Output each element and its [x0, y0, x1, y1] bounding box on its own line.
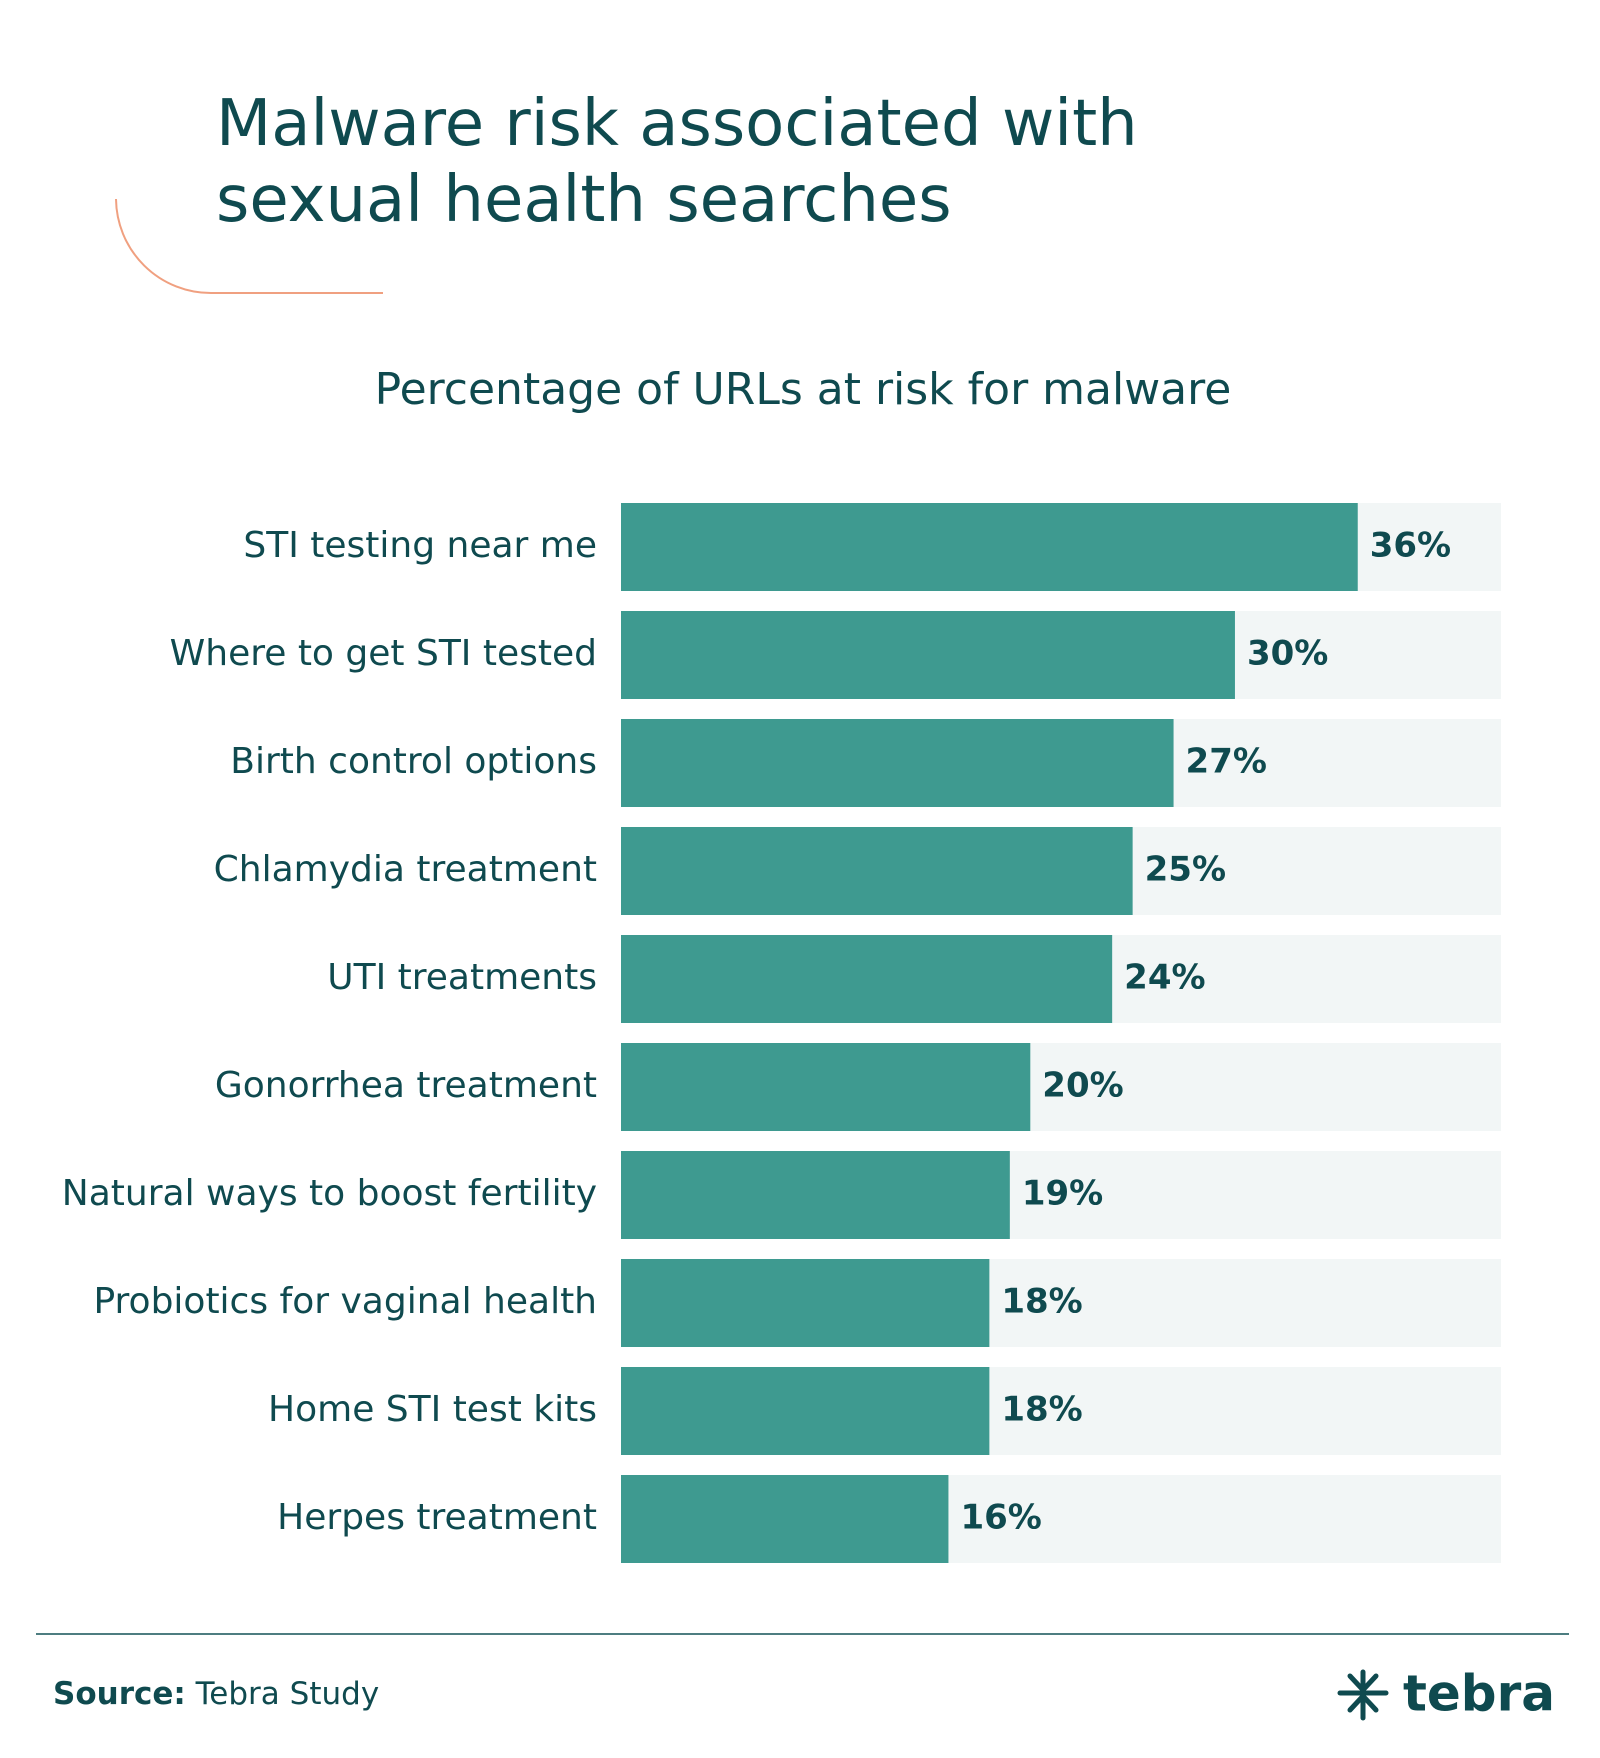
y-tick-label: Chlamydia treatment	[214, 849, 597, 890]
bar	[621, 719, 1174, 807]
logo-text: tebra	[1403, 1665, 1555, 1723]
data-label: 36%	[1370, 526, 1451, 566]
bar	[621, 1043, 1031, 1131]
bar	[621, 1259, 990, 1347]
logo: tebra	[1337, 1665, 1555, 1723]
data-label: 24%	[1124, 958, 1205, 998]
data-label: 25%	[1145, 850, 1226, 890]
y-tick-label: UTI treatments	[327, 957, 597, 998]
chart-title: Malware risk associated with sexual heal…	[216, 87, 1138, 237]
data-label: 18%	[1001, 1390, 1082, 1430]
bar	[621, 1367, 990, 1455]
data-label: 27%	[1186, 742, 1267, 782]
data-label: 18%	[1001, 1282, 1082, 1322]
bar	[621, 1475, 949, 1563]
y-tick-label: STI testing near me	[243, 525, 597, 566]
data-label: 16%	[960, 1498, 1041, 1538]
decor-arc	[115, 198, 383, 294]
chart-subtitle: Percentage of URLs at risk for malware	[375, 364, 1232, 415]
bar	[621, 611, 1235, 699]
y-tick-label: Herpes treatment	[277, 1497, 597, 1538]
source-label: Source:	[53, 1676, 186, 1712]
y-tick-label: Where to get STI tested	[170, 633, 597, 674]
data-label: 20%	[1042, 1066, 1123, 1106]
bar	[621, 935, 1113, 1023]
y-tick-label: Birth control options	[230, 741, 597, 782]
y-tick-label: Natural ways to boost fertility	[62, 1173, 597, 1214]
logo-icon	[1337, 1669, 1389, 1721]
bar	[621, 827, 1133, 915]
source: Source: Tebra Study	[53, 1676, 379, 1712]
y-tick-label: Gonorrhea treatment	[215, 1065, 597, 1106]
bar	[621, 503, 1358, 591]
y-tick-label: Home STI test kits	[268, 1389, 597, 1430]
source-text: Tebra Study	[195, 1676, 380, 1712]
bar	[621, 1151, 1010, 1239]
y-tick-label: Probiotics for vaginal health	[93, 1281, 597, 1322]
data-label: 19%	[1022, 1174, 1103, 1214]
data-label: 30%	[1247, 634, 1328, 674]
